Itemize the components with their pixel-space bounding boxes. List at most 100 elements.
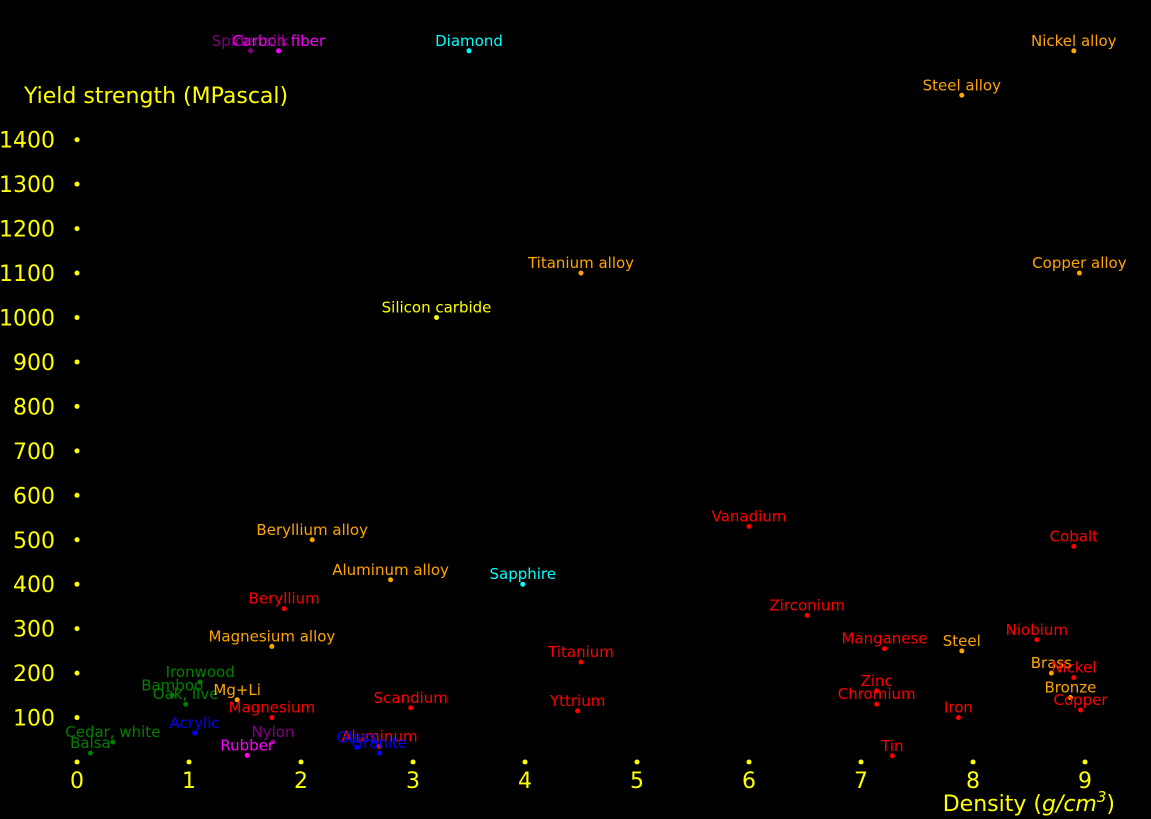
data-point-label: Acrylic <box>170 714 220 732</box>
data-point-label: Diamond <box>435 32 503 50</box>
data-point <box>87 750 93 756</box>
y-tick-mark <box>74 492 80 498</box>
y-tick-mark <box>74 226 80 232</box>
data-point <box>889 753 895 759</box>
x-tick-mark <box>970 759 976 765</box>
data-point <box>1078 707 1084 713</box>
data-point <box>578 659 584 665</box>
data-point <box>1071 48 1077 54</box>
y-tick-label: 200 <box>13 662 55 687</box>
data-point-label: Copper alloy <box>1032 254 1127 272</box>
x-axis-title-part: 3 <box>1097 788 1107 806</box>
data-point <box>959 92 965 98</box>
data-point-label: Vanadium <box>712 507 787 525</box>
data-point-label: Scandium <box>374 689 448 707</box>
data-point-label: Beryllium <box>249 590 320 608</box>
x-tick-mark <box>746 759 752 765</box>
data-point-label: Yttrium <box>549 692 605 710</box>
data-point-label: Ironwood <box>166 663 235 681</box>
y-tick-label: 1300 <box>0 173 55 198</box>
data-point <box>248 48 254 54</box>
data-point <box>882 646 888 652</box>
y-tick-label: 300 <box>13 618 55 643</box>
y-tick-mark <box>74 403 80 409</box>
data-point-label: Aluminum alloy <box>332 561 449 579</box>
y-tick-label: 800 <box>13 395 55 420</box>
data-point-label: Spider silk <box>212 32 290 50</box>
x-tick-label: 3 <box>406 769 420 794</box>
y-tick-mark <box>74 626 80 632</box>
x-tick-mark <box>186 759 192 765</box>
data-point <box>354 744 360 750</box>
y-tick-label: 600 <box>13 484 55 509</box>
x-tick-mark <box>634 759 640 765</box>
data-point <box>197 679 203 685</box>
y-tick-label: 500 <box>13 529 55 554</box>
data-point-label: Carbon fiber <box>232 32 326 50</box>
data-point-label: Silicon carbide <box>382 299 492 317</box>
data-point-label: Beryllium alloy <box>256 521 368 539</box>
data-point <box>269 715 275 721</box>
data-point <box>1071 543 1077 549</box>
data-point <box>376 743 382 749</box>
data-point <box>169 692 175 698</box>
data-point <box>874 688 880 694</box>
data-point <box>408 705 414 711</box>
data-point <box>183 701 189 707</box>
data-point <box>234 697 240 703</box>
data-point-label: Copper <box>1053 691 1108 709</box>
x-tick-mark <box>298 759 304 765</box>
x-tick-label: 5 <box>630 769 644 794</box>
data-point-label: Zinc <box>861 672 893 690</box>
data-point-label: Bamboo <box>141 676 203 694</box>
data-point-label: Niobium <box>1006 621 1068 639</box>
data-point-label: Iron <box>944 699 973 717</box>
data-point-label: Mg+Li <box>213 681 261 699</box>
y-tick-label: 900 <box>13 351 55 376</box>
data-point <box>955 715 961 721</box>
data-point <box>244 752 250 758</box>
data-point <box>269 643 275 649</box>
data-point <box>746 523 752 529</box>
y-tick-mark <box>74 359 80 365</box>
data-point <box>575 708 581 714</box>
y-axis: 100 200 300 400 500 600 700 800 900 1000 1100 1200 1… <box>0 129 80 732</box>
data-point <box>309 537 315 543</box>
data-point-label: Nickel alloy <box>1031 32 1117 50</box>
y-tick-label: 1000 <box>0 307 55 332</box>
data-point-label: Titanium alloy <box>527 254 634 272</box>
y-tick-label: 100 <box>13 707 55 732</box>
y-axis-title: Yield strength (MPascal) <box>23 84 288 109</box>
x-axis-title: Density (g/cm3) <box>943 788 1115 817</box>
data-point-label: Magnesium alloy <box>208 627 335 645</box>
x-tick-mark <box>74 759 80 765</box>
data-point <box>959 648 965 654</box>
y-tick-label: 1100 <box>0 262 55 287</box>
x-tick-label: 7 <box>854 769 868 794</box>
x-tick-label: 0 <box>70 769 84 794</box>
data-point <box>192 730 198 736</box>
x-axis-title-part: Density ( <box>943 792 1042 817</box>
data-point <box>270 739 276 745</box>
data-point <box>110 739 116 745</box>
data-point-label: Zirconium <box>769 596 845 614</box>
data-point <box>578 270 584 276</box>
data-point-label: Sapphire <box>490 565 557 583</box>
data-point-label: Tin <box>880 737 903 755</box>
y-tick-mark <box>74 315 80 320</box>
data-point-label: Chromium <box>838 685 916 703</box>
data-point <box>388 577 394 583</box>
data-point-label: Cedar, white <box>65 723 160 741</box>
x-axis-title-part: ) <box>1106 792 1115 817</box>
data-point <box>466 48 472 54</box>
x-tick-label: 2 <box>294 769 308 794</box>
data-point-label: Magnesium <box>229 699 316 717</box>
data-point-label: Manganese <box>841 630 927 648</box>
data-point <box>1048 670 1054 676</box>
y-tick-mark <box>74 581 80 587</box>
x-axis-title-part: g/cm <box>1042 792 1097 817</box>
y-tick-mark <box>74 137 80 143</box>
data-point-label: Bronze <box>1044 679 1096 697</box>
data-point <box>804 612 810 618</box>
